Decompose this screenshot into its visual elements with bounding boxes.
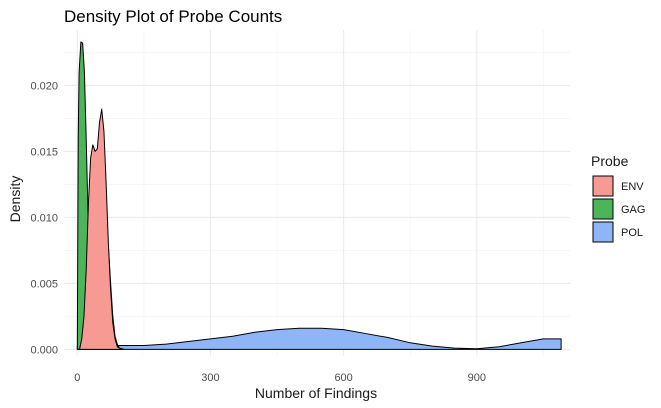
y-tick-label: 0.005 — [30, 278, 58, 290]
x-tick-label: 0 — [74, 372, 80, 384]
legend-label-env: ENV — [621, 181, 644, 193]
legend-title: Probe — [591, 153, 629, 169]
y-tick-label: 0.020 — [30, 80, 58, 92]
x-tick-label: 600 — [334, 372, 352, 384]
legend-label-pol: POL — [621, 227, 643, 239]
x-axis-ticks: 0 300 600 900 — [74, 372, 486, 384]
chart-title: Density Plot of Probe Counts — [64, 7, 282, 26]
legend-swatch-gag — [592, 198, 614, 220]
y-axis-title: Density — [7, 176, 23, 223]
y-axis-ticks: 0.000 0.005 0.010 0.015 0.020 — [30, 80, 58, 356]
y-tick-label: 0.015 — [30, 146, 58, 158]
legend-swatch-env — [592, 175, 614, 197]
y-tick-label: 0.010 — [30, 212, 58, 224]
legend-label-gag: GAG — [621, 204, 645, 216]
legend-swatch-pol — [592, 221, 614, 243]
y-tick-label: 0.000 — [30, 344, 58, 356]
x-tick-label: 900 — [468, 372, 486, 384]
density-area-env — [79, 108, 125, 350]
x-tick-label: 300 — [201, 372, 219, 384]
grid — [64, 30, 570, 356]
legend: Probe ENV GAG POL — [591, 153, 645, 243]
density-areas — [76, 41, 562, 350]
x-axis-title: Number of Findings — [255, 385, 377, 401]
density-area-pol — [76, 327, 562, 350]
